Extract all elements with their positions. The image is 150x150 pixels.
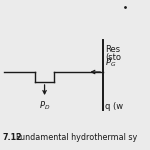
Text: (sto: (sto	[105, 53, 121, 62]
Text: q (w: q (w	[105, 102, 123, 111]
Text: Fundamental hydrothermal sy: Fundamental hydrothermal sy	[16, 133, 137, 142]
Text: $P_D$: $P_D$	[39, 100, 50, 112]
Text: 7.12: 7.12	[3, 133, 22, 142]
Text: Res: Res	[105, 45, 120, 54]
Text: $P_G$: $P_G$	[105, 57, 116, 69]
